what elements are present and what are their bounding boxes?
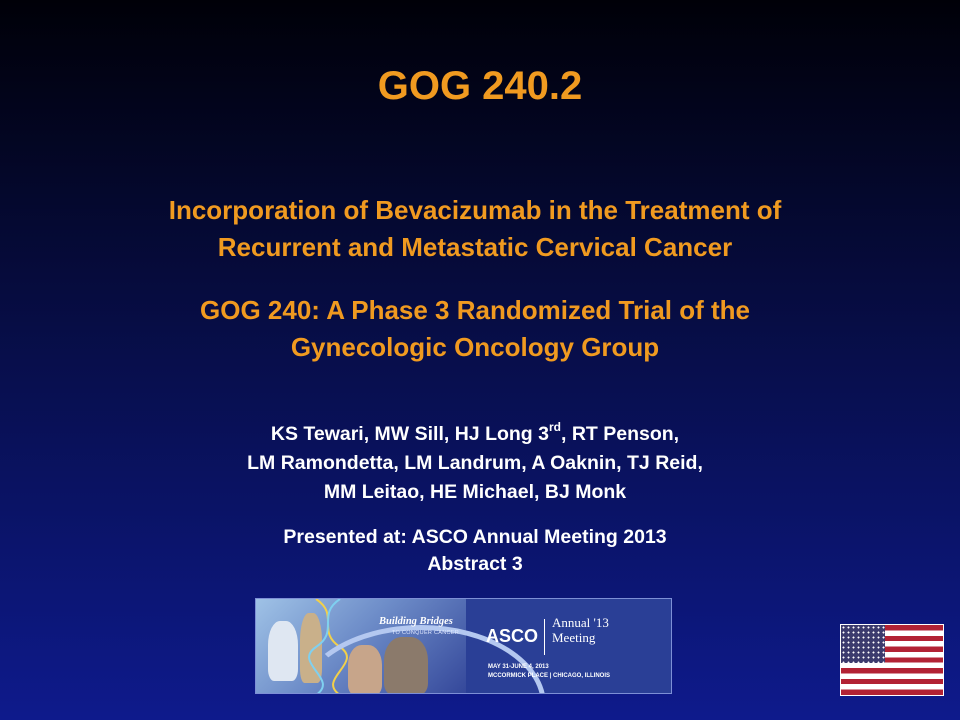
presented-at-line: Presented at: ASCO Annual Meeting 2013 — [283, 526, 667, 548]
trial-subtitle-line2: Gynecologic Oncology Group — [290, 332, 660, 362]
author-list: KS Tewari, MW Sill, HJ Long 3rd, RT Pens… — [0, 420, 950, 507]
asco-logo: ASCO — [486, 626, 539, 646]
us-flag-icon — [840, 624, 944, 696]
banner-tagline-sub: TO CONQUER CANCER — [392, 630, 460, 636]
author-line3: MM Leitao, HE Michael, BJ Monk — [323, 481, 627, 503]
study-subtitle-line1: Incorporation of Bevacizumab in the Trea… — [168, 195, 782, 225]
author-line1-post: , RT Penson, — [560, 423, 680, 445]
presentation-info: Presented at: ASCO Annual Meeting 2013 A… — [0, 524, 950, 578]
slide-title: GOG 240.2 — [377, 64, 583, 108]
author-line1-pre: KS Tewari, MW Sill, HJ Long 3 — [270, 423, 549, 445]
banner-divider — [544, 619, 545, 655]
study-subtitle: Incorporation of Bevacizumab in the Trea… — [0, 192, 950, 266]
author-line2: LM Ramondetta, LM Landrum, A Oaknin, TJ … — [247, 452, 703, 474]
banner-venue: MCCORMICK PLACE | CHICAGO, ILLINOIS — [488, 673, 611, 679]
banner-dates: MAY 31-JUNE 4, 2013 — [488, 664, 549, 670]
abstract-number: Abstract 3 — [427, 553, 523, 575]
trial-subtitle-line1: GOG 240: A Phase 3 Randomized Trial of t… — [200, 295, 750, 325]
banner-event-details: MAY 31-JUNE 4, 2013 MCCORMICK PLACE | CH… — [488, 663, 610, 681]
author-line1: KS Tewari, MW Sill, HJ Long 3rd, RT Pens… — [0, 420, 950, 449]
banner-tagline: Building Bridges — [379, 616, 453, 627]
trial-subtitle: GOG 240: A Phase 3 Randomized Trial of t… — [0, 292, 950, 366]
asco-meeting-banner: Building Bridges TO CONQUER CANCER ASCO … — [255, 598, 672, 694]
banner-event-name: Annual '13 Meeting — [552, 615, 609, 645]
study-subtitle-line2: Recurrent and Metastatic Cervical Cancer — [217, 232, 733, 262]
banner-event-line2: Meeting — [552, 630, 596, 645]
banner-event-line1: Annual '13 — [552, 615, 609, 630]
person-figure — [268, 621, 298, 681]
flag-canton — [841, 625, 885, 663]
author-line1-sup: rd — [548, 419, 561, 434]
